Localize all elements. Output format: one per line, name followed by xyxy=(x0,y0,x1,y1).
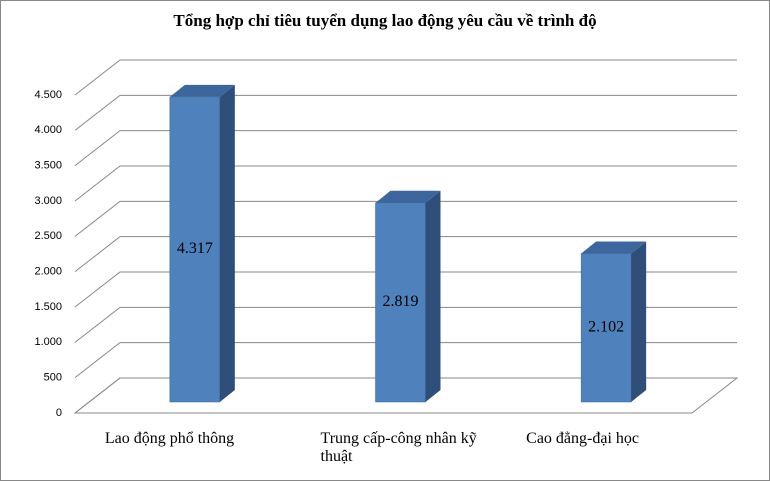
y-tick-label: 3.000 xyxy=(34,195,62,207)
bar-side xyxy=(631,241,647,402)
bars: 4.317 2.819 2.102 xyxy=(169,84,647,403)
y-tick-label: 0 xyxy=(56,407,62,419)
grid-line xyxy=(74,165,737,202)
y-tick-label: 500 xyxy=(44,372,62,384)
grid: 0 500 1.000 1.500 2.000 2.500 3.000 3.500 4.000 4… xyxy=(34,59,739,419)
y-tick-label: 4.000 xyxy=(34,124,62,136)
bar-front xyxy=(169,96,221,403)
chart-title: Tổng hợp chỉ tiêu tuyển dụng lao động yê… xyxy=(173,11,596,30)
grid-line xyxy=(74,377,737,414)
x-tick-label: Trung cấp-công nhân kỹ thuật xyxy=(320,430,477,465)
x-tick-label: Lao động phổ thông xyxy=(104,430,235,447)
grid-line xyxy=(74,200,737,237)
grid-line xyxy=(74,59,737,96)
grid-line xyxy=(74,342,737,379)
bar-top xyxy=(581,241,647,254)
data-label: 2.819 xyxy=(383,293,419,310)
y-tick-label: 4.500 xyxy=(34,89,62,101)
data-label: 2.102 xyxy=(588,318,624,335)
bar-top xyxy=(375,190,441,203)
grid-line xyxy=(74,130,737,167)
grid-line xyxy=(74,236,737,273)
y-tick-label: 1.000 xyxy=(34,336,62,348)
bar-side xyxy=(425,190,441,402)
bar-side xyxy=(219,84,235,402)
bar-top xyxy=(169,84,235,97)
grid-line xyxy=(74,94,737,131)
bar-front xyxy=(580,253,632,403)
grid-line xyxy=(74,271,737,308)
grid-line xyxy=(74,306,737,343)
y-tick-label: 2.500 xyxy=(34,230,62,242)
y-tick-label: 1.500 xyxy=(34,301,62,313)
x-tick-label: Cao đẳng-đại học xyxy=(526,430,640,447)
y-tick-label: 2.000 xyxy=(34,266,62,278)
y-tick-label: 3.500 xyxy=(34,160,62,172)
bar-front xyxy=(375,202,426,403)
data-label: 4.317 xyxy=(177,240,213,257)
